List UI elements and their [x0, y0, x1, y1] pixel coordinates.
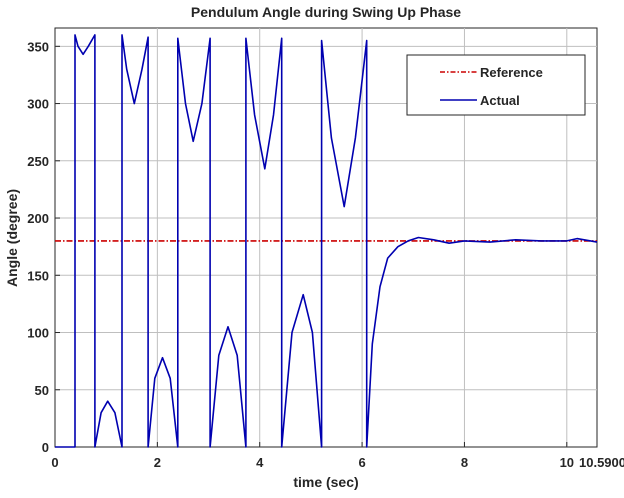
y-tick-label: 350	[27, 39, 49, 54]
ticks: 0 2 4 6 8 10 10.5900 0 50 100 150 200 250 300 350	[27, 39, 624, 470]
y-axis-label: Angle (degree)	[4, 189, 20, 287]
x-tick-label: 10.5900	[579, 455, 624, 470]
x-tick-label: 4	[256, 455, 264, 470]
x-tick-label: 8	[461, 455, 468, 470]
x-tick-label: 2	[154, 455, 161, 470]
y-tick-label: 50	[35, 383, 49, 398]
legend: Reference Actual	[406, 54, 586, 116]
x-axis-label: time (sec)	[293, 474, 358, 490]
legend-reference-label: Reference	[480, 65, 543, 80]
grid	[55, 28, 597, 447]
series-lines	[55, 34, 598, 448]
y-tick-label: 300	[27, 97, 49, 112]
y-tick-label: 0	[42, 440, 49, 455]
legend-actual-label: Actual	[480, 93, 520, 108]
legend-box	[406, 54, 586, 116]
x-tick-label: 0	[51, 455, 58, 470]
x-tick-label: 6	[358, 455, 365, 470]
y-tick-label: 250	[27, 154, 49, 169]
series-line-actual	[55, 34, 598, 448]
chart-title: Pendulum Angle during Swing Up Phase	[191, 4, 461, 20]
x-tick-label: 10	[560, 455, 574, 470]
y-tick-label: 150	[27, 268, 49, 283]
y-tick-label: 100	[27, 326, 49, 341]
y-tick-label: 200	[27, 211, 49, 226]
